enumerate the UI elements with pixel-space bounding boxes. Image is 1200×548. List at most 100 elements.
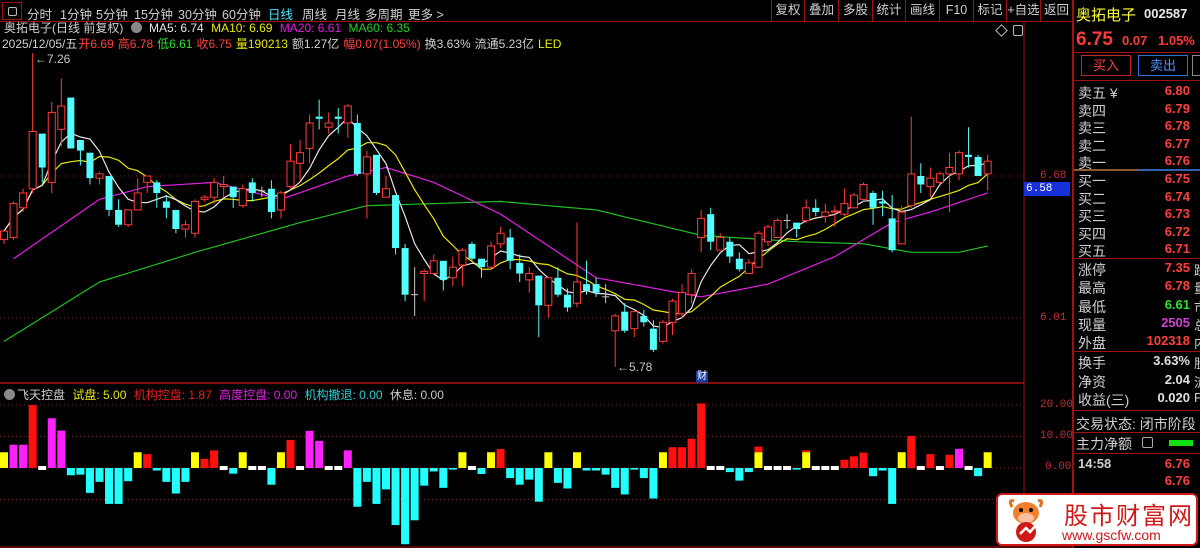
candle-up (124, 209, 133, 226)
row-cut-label: 跌 (1194, 260, 1200, 279)
tab-period[interactable]: 5分钟 (96, 8, 128, 22)
candle-up (802, 207, 811, 222)
indicator-bar-high (47, 418, 56, 468)
indicator-bar-exit (878, 468, 887, 471)
indicator-bar-trial (487, 452, 496, 468)
sidebar-toggle-icon[interactable] (2, 2, 22, 20)
indicator-bar-inst (802, 450, 811, 453)
candle-up (573, 281, 581, 304)
indicator-bar-exit (391, 468, 400, 526)
row-value: 102318 (1146, 333, 1190, 349)
more-trade-button[interactable] (1192, 55, 1200, 76)
indicator-bar-inst (754, 446, 763, 453)
indicator-bar-inst (945, 454, 954, 468)
candle-down (468, 243, 476, 259)
quote-row: 最高 6.78量 (1078, 278, 1200, 296)
candle-up (210, 181, 219, 198)
indicator-bar-trial (238, 452, 247, 468)
tab-period[interactable]: 更多 > (408, 8, 444, 22)
high: 高6.78 (117, 37, 154, 51)
row-value: 6.76 (1164, 153, 1190, 168)
toolbar-button[interactable]: 标记 (973, 0, 1006, 22)
toolbar-button[interactable]: 画线 (905, 0, 939, 22)
row-label: 外盘 (1078, 335, 1106, 352)
candle-up (830, 210, 839, 213)
row-label: 买四 (1078, 225, 1106, 242)
indicator-bar-trial (983, 452, 992, 468)
tab-period[interactable]: 多周期 (365, 8, 403, 22)
last-price: 6.75 (1076, 29, 1113, 50)
candle-down (506, 237, 514, 261)
toolbar-button[interactable]: 多股 (838, 0, 872, 22)
candle-up (496, 232, 505, 245)
indicator-bar-inst (678, 447, 687, 468)
indicator-bar-trial (276, 452, 285, 468)
price-tick: 6.68 (1040, 170, 1067, 182)
candle-up (773, 220, 782, 238)
indicator-bar-exit (630, 468, 639, 470)
indicator-bar-exit (477, 468, 486, 474)
tab-period[interactable]: 周线 (302, 8, 328, 22)
low-mark: ←5.78 (617, 360, 653, 374)
toolbar-button[interactable]: 统计 (872, 0, 905, 22)
indicator-settings-icon[interactable] (4, 389, 15, 400)
tab-period[interactable]: 30分钟 (178, 8, 217, 22)
tab-period[interactable]: 1分钟 (60, 8, 92, 22)
quote-row: 卖四 6.79 (1078, 101, 1200, 119)
indicator-bar-exit (649, 468, 658, 499)
tab-period[interactable]: 分时 (27, 8, 53, 22)
tab-period[interactable]: 日线 (268, 8, 294, 22)
main-flow-label: 主力净额 (1076, 436, 1132, 452)
toolbar-button[interactable]: 叠加 (804, 0, 838, 22)
indicator-bar-exit (66, 468, 75, 476)
candle-up (28, 130, 37, 190)
tick-price: 6.76 (1164, 456, 1190, 471)
toolbar-button[interactable]: 返回 (1040, 0, 1072, 22)
buy-button[interactable]: 买入 (1081, 55, 1131, 76)
indicator-bar-exit (124, 468, 133, 482)
row-value: 6.80 (1164, 83, 1190, 98)
row-value: 7.35 (1164, 260, 1190, 275)
indicator-bar-rest (811, 466, 820, 470)
indicator-bar-exit (181, 468, 190, 482)
tab-period[interactable]: 月线 (335, 8, 361, 22)
indicator-bar-rest (773, 466, 782, 470)
ma60-value: MA60: 6.35 (348, 21, 410, 35)
candle-down (153, 182, 161, 193)
indicator-bar-exit (105, 468, 114, 504)
indicator-bar-rest (334, 466, 343, 470)
indicator-bar-high (9, 444, 18, 468)
tab-period[interactable]: 60分钟 (222, 8, 261, 22)
quote-panel: 奥拓电子 002587 6.75 0.07 1.05% 买入 卖出 卖五 ¥ 6.… (1072, 0, 1200, 548)
indicator-bar-inst (143, 454, 152, 468)
list-icon[interactable] (1142, 437, 1153, 448)
indicator-bar-high (57, 430, 66, 468)
candle-down (793, 222, 801, 229)
indicator-bar-trial (133, 452, 142, 468)
toolbar-button[interactable]: +自选 (1006, 0, 1040, 22)
tab-period[interactable]: 15分钟 (134, 8, 173, 22)
candle-down (563, 294, 571, 308)
sector-link[interactable]: LED (538, 37, 562, 51)
legend-trial: 试盘: 5.00 (72, 388, 127, 402)
kline-chart[interactable] (0, 0, 1072, 548)
indicator-bar-exit (725, 468, 734, 473)
row-value: 6.71 (1164, 241, 1190, 256)
candle-up (744, 262, 753, 275)
candle-up (458, 249, 467, 266)
indicator-bar-exit (85, 468, 94, 493)
row-cut-label: 总 (1194, 315, 1200, 334)
toolbar-button[interactable]: F10 (939, 0, 973, 22)
candle-up (286, 160, 295, 188)
indicator-bar-exit (372, 468, 381, 504)
stock-title-line: 奥拓电子(日线 前复权) MA5: 6.74 MA10: 6.69 MA20: … (4, 19, 414, 36)
finance-event-badge[interactable]: 财 (696, 371, 708, 383)
candle-up (849, 194, 858, 209)
toolbar-button[interactable]: 复权 (771, 0, 804, 22)
indicator-bar-exit (563, 468, 572, 489)
sell-button[interactable]: 卖出 (1138, 55, 1188, 76)
settings-circle-icon[interactable] (130, 22, 142, 33)
candle-down (229, 186, 237, 198)
panel-toggle-icon[interactable] (1013, 25, 1023, 36)
row-cut-label: 流 (1194, 372, 1200, 391)
